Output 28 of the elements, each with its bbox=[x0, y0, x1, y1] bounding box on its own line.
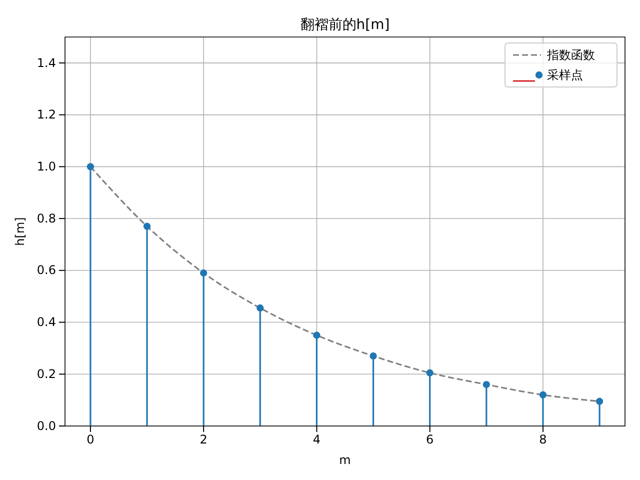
x-tick-label: 8 bbox=[539, 432, 547, 447]
x-axis-title: m bbox=[339, 453, 351, 467]
point bbox=[539, 391, 547, 398]
y-tick-label: 1.4 bbox=[36, 56, 56, 70]
point bbox=[143, 222, 151, 230]
y-tick-label: 0.6 bbox=[36, 263, 56, 278]
point bbox=[482, 380, 490, 388]
x-tick-label: 4 bbox=[312, 432, 321, 447]
chart-title: 翻褶前的h[m] bbox=[300, 17, 390, 33]
y-tick-label: 1.2 bbox=[36, 108, 56, 122]
x-tick-label: 6 bbox=[426, 432, 434, 447]
legend-label: 采样点 bbox=[547, 68, 583, 82]
point bbox=[370, 352, 377, 360]
y-tick-label: 0.8 bbox=[36, 211, 56, 226]
y-tick-label: 0.4 bbox=[36, 315, 56, 330]
point bbox=[313, 332, 320, 339]
y-axis-title: h[m] bbox=[13, 217, 27, 246]
y-tick-label: 1.0 bbox=[36, 160, 56, 174]
x-tick-label: 2 bbox=[200, 432, 208, 447]
point bbox=[200, 269, 208, 277]
point bbox=[596, 398, 604, 405]
point bbox=[256, 304, 264, 312]
y-tick-label: 0.0 bbox=[36, 418, 56, 433]
legend-label: 指数函数 bbox=[546, 48, 595, 62]
point bbox=[86, 163, 94, 170]
y-tick-label: 0.2 bbox=[36, 366, 56, 381]
point bbox=[426, 369, 434, 376]
x-tick-label: 0 bbox=[86, 432, 94, 447]
